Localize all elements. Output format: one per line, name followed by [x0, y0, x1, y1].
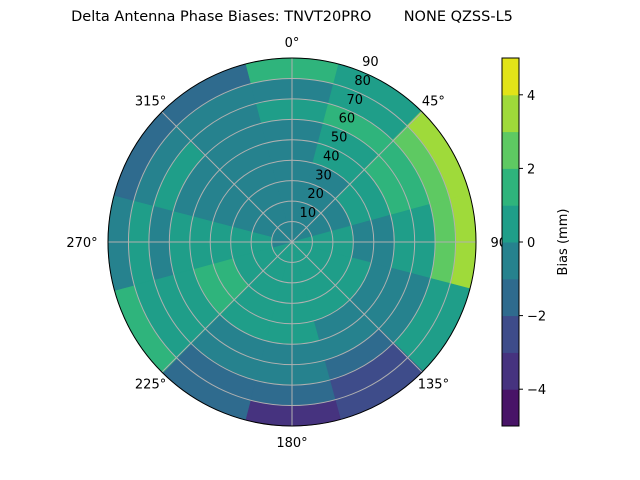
colorbar-band: [502, 205, 519, 243]
colorbar-tick-label: −4: [527, 383, 546, 398]
radial-tick-label: 90: [362, 55, 379, 70]
colorbar-band: [502, 94, 519, 133]
angular-gridline: [161, 241, 293, 373]
radial-tick-label: 10: [300, 206, 317, 221]
radial-tick-label: 50: [331, 131, 348, 146]
radial-tick-label: 30: [315, 168, 332, 183]
colorbar-band: [502, 242, 519, 280]
colorbar-tick-label: 4: [527, 89, 535, 104]
colorbar-band: [502, 58, 519, 96]
colorbar-band: [502, 168, 519, 206]
colorbar: −4 −2 0 2 4: [501, 57, 546, 427]
polar-grid: [107, 57, 477, 427]
colorbar-label: Bias (mm): [556, 209, 571, 276]
angular-gridline: [291, 241, 423, 373]
colorbar-band: [502, 389, 519, 427]
axis-labels: 0°45°90°135°180°225°270°315°102030405060…: [66, 36, 513, 451]
colorbar-tick-label: 2: [527, 162, 535, 177]
colorbar-band: [502, 278, 519, 317]
angular-tick-label: 315°: [135, 95, 166, 110]
colorbar-tick-label: 0: [527, 236, 535, 251]
radial-tick-label: 20: [307, 187, 324, 202]
angular-tick-label: 45°: [422, 95, 445, 110]
angular-tick-label: 0°: [285, 36, 300, 51]
angular-tick-label: 180°: [276, 436, 307, 451]
angular-tick-label: 225°: [135, 377, 166, 392]
polar-frame: [107, 57, 477, 427]
radial-tick-label: 60: [339, 112, 356, 127]
radial-tick-label: 70: [346, 93, 363, 108]
angular-gridline: [291, 111, 423, 243]
angular-tick-label: 135°: [418, 377, 449, 392]
colorbar-band: [502, 315, 519, 353]
angular-gridline: [161, 111, 293, 243]
colorbar-tick-label: −2: [527, 310, 546, 325]
colorbar-band: [502, 131, 519, 169]
chart-title: Delta Antenna Phase Biases: TNVT20PRO NO…: [71, 9, 513, 25]
radial-tick-label: 40: [323, 149, 340, 164]
colorbar-band: [502, 352, 519, 390]
angular-tick-label: 270°: [66, 236, 97, 251]
radial-tick-label: 80: [354, 74, 371, 89]
